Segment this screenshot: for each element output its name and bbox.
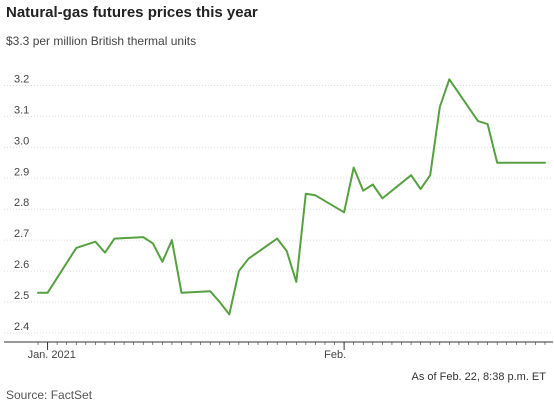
x-axis: Jan. 2021 Feb. xyxy=(4,341,553,361)
y-tick-label: 3.2 xyxy=(14,73,29,85)
y-tick-label: 2.4 xyxy=(14,321,29,333)
y-axis-labels: 2.4 2.5 2.6 2.7 2.8 2.9 3.0 3.1 3.2 xyxy=(14,73,29,333)
y-tick-label: 3.1 xyxy=(14,104,29,116)
x-tick-label: Jan. 2021 xyxy=(28,349,76,361)
timestamp-note: As of Feb. 22, 8:38 p.m. ET xyxy=(411,371,546,383)
chart-title: Natural-gas futures prices this year xyxy=(6,4,258,21)
y-tick-label: 2.6 xyxy=(14,259,29,271)
y-tick-label: 2.9 xyxy=(14,166,29,178)
y-tick-label: 2.5 xyxy=(14,290,29,302)
y-tick-label: 2.8 xyxy=(14,197,29,209)
y-tick-label: 3.0 xyxy=(14,135,29,147)
series-line xyxy=(37,78,546,316)
series-layer xyxy=(37,78,546,316)
x-tick-label: Feb. xyxy=(324,349,346,361)
source-note: Source: FactSet xyxy=(6,388,93,402)
y-tick-label: 2.7 xyxy=(14,228,29,240)
grid-lines xyxy=(4,84,553,334)
chart-subtitle: $3.3 per million British thermal units xyxy=(6,34,197,48)
